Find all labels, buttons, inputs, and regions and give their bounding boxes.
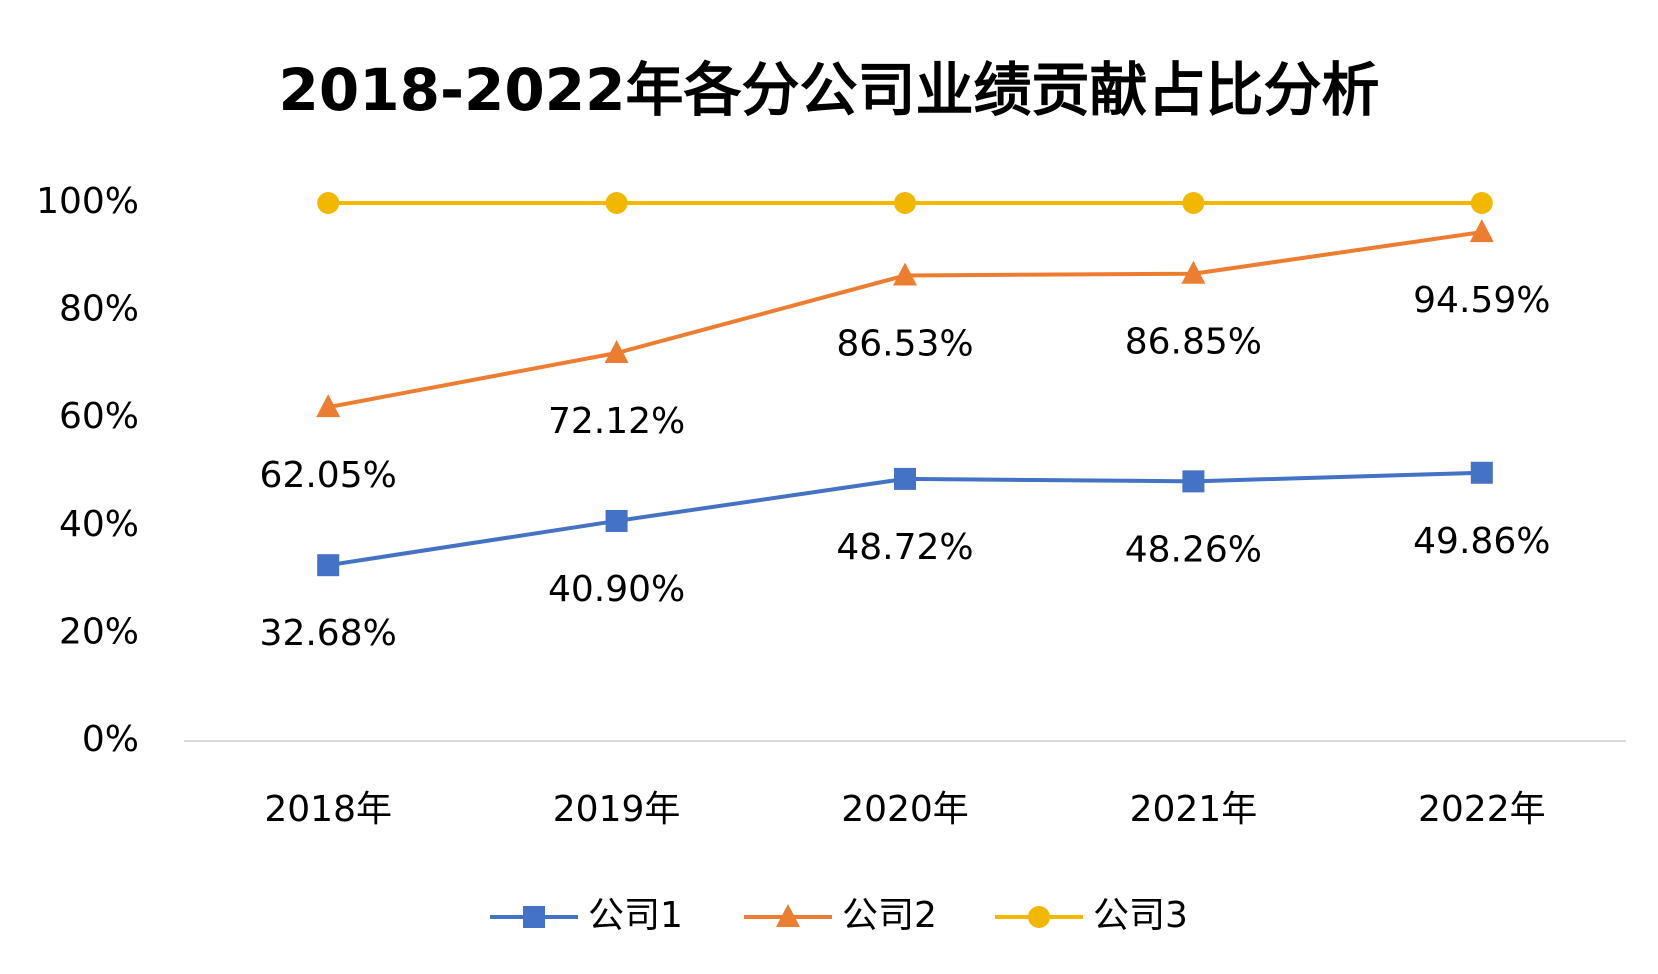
data-point [894, 192, 916, 214]
data-label: 62.05% [260, 455, 397, 496]
data-point [1182, 192, 1205, 214]
data-label: 49.86% [1413, 521, 1550, 562]
x-tick-label: 2019年 [553, 789, 681, 830]
y-tick-label: 0% [82, 719, 139, 760]
data-point [894, 467, 916, 490]
data-point [1469, 219, 1494, 243]
data-point [1182, 470, 1205, 493]
data-point [605, 509, 628, 532]
data-label: 32.68% [260, 613, 397, 654]
y-tick-label: 100% [36, 181, 139, 222]
data-point [1181, 260, 1206, 284]
data-label: 94.59% [1413, 280, 1550, 321]
data-point [605, 192, 628, 214]
y-tick-label: 80% [59, 289, 139, 330]
legend-label: 公司3 [1093, 895, 1188, 936]
data-point [604, 339, 629, 363]
data-label: 48.72% [836, 527, 973, 568]
legend-marker [776, 904, 800, 927]
x-tick-label: 2020年 [841, 789, 969, 830]
data-label: 48.26% [1125, 529, 1262, 570]
data-point [893, 262, 917, 286]
data-point [1470, 192, 1493, 214]
data-label: 40.90% [548, 569, 685, 610]
data-point [317, 554, 340, 577]
series-line [327, 230, 1483, 410]
data-point [317, 192, 340, 214]
legend-label: 公司1 [588, 895, 683, 936]
chart-title: 2018-2022年各分公司业绩贡献占比分析 [279, 56, 1380, 124]
data-label: 86.53% [836, 323, 973, 364]
x-tick-label: 2022年 [1418, 789, 1546, 830]
data-label: 86.85% [1125, 322, 1262, 363]
x-tick-label: 2021年 [1130, 789, 1258, 830]
legend-label: 公司2 [842, 895, 937, 936]
legend-marker [523, 906, 545, 928]
x-tick-label: 2018年 [264, 789, 392, 830]
legend-marker [1028, 906, 1050, 928]
y-tick-label: 20% [59, 611, 139, 652]
data-label: 72.12% [548, 401, 685, 442]
data-point [1470, 461, 1493, 484]
y-tick-label: 40% [59, 504, 139, 545]
data-point [316, 394, 341, 418]
y-tick-label: 60% [59, 396, 139, 437]
